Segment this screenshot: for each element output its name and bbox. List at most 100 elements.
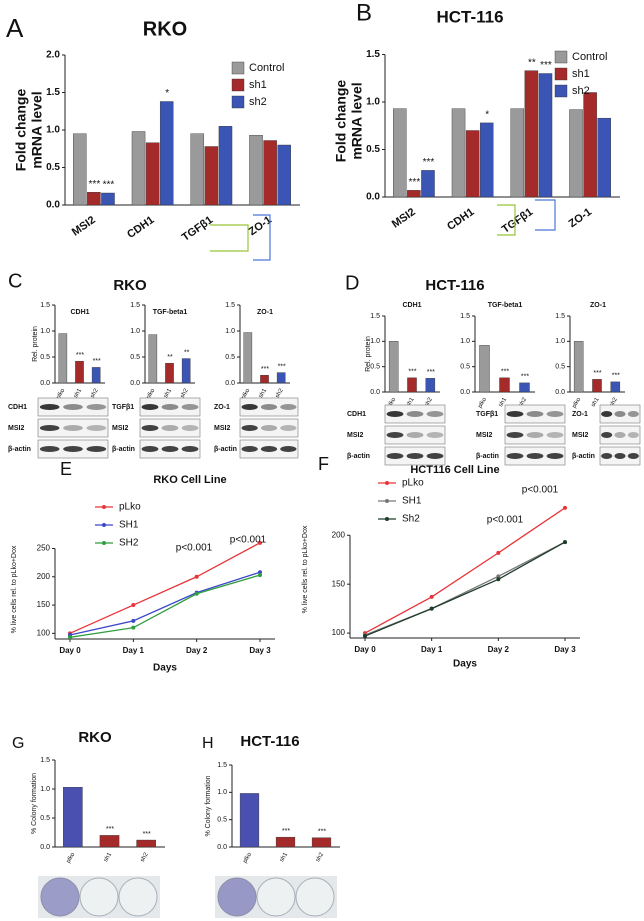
plate [217, 877, 257, 917]
y-axis-label: mRNA level [349, 82, 365, 159]
blot-band [280, 404, 297, 410]
bar [243, 332, 253, 384]
bar [204, 146, 219, 206]
plate [256, 877, 296, 917]
legend-marker [102, 505, 106, 509]
y-axis-label: Fold change [333, 80, 349, 163]
bar [63, 787, 83, 848]
y-tick-label: 200 [332, 530, 346, 539]
point [258, 540, 262, 545]
chart-title: CDH1 [402, 302, 421, 309]
significance-label: ** [167, 354, 173, 361]
bar [592, 379, 602, 393]
x-tick-label: Day 1 [421, 645, 443, 654]
y-tick-label: 0.5 [217, 817, 227, 824]
blot-band [546, 411, 564, 417]
blot-label: MSI2 [214, 425, 230, 432]
bar [276, 372, 286, 384]
blot-band [280, 446, 297, 452]
chart-title: TGF-beta1 [488, 302, 523, 309]
legend-marker [385, 517, 389, 521]
x-tick-label: ZO-1 [567, 206, 594, 230]
significance-label: *** [408, 369, 416, 376]
legend-swatch [554, 67, 568, 81]
legend-label: SH1 [119, 520, 139, 531]
point [194, 574, 199, 579]
legend-label: sh2 [249, 96, 267, 108]
y-tick-label: 250 [37, 544, 51, 553]
x-tick-label: sh1 [591, 396, 601, 408]
bar [136, 839, 156, 848]
y-tick-label: 0.0 [460, 389, 470, 396]
bar [311, 837, 332, 848]
panel-title: HCT-116 [425, 277, 484, 294]
y-tick-label: 1.5 [130, 302, 140, 309]
y-tick-label: 0.0 [225, 380, 235, 387]
blot-band [86, 404, 107, 410]
significance-label: *** [593, 370, 601, 377]
blot-band [260, 425, 278, 431]
y-tick-label: 0.0 [217, 844, 227, 851]
panel-letter: G [12, 735, 24, 752]
x-tick-label: CDH1 [445, 206, 476, 233]
line [69, 542, 261, 634]
blot-band [426, 411, 444, 417]
bar [218, 126, 233, 206]
blot-band [181, 446, 199, 452]
point [258, 573, 262, 578]
blot-label: TGFβ1 [112, 404, 134, 411]
chart-title: RKO Cell Line [153, 474, 226, 486]
blot-band [39, 446, 60, 452]
blot-band [39, 404, 60, 410]
blot-label: MSI2 [572, 432, 588, 439]
y-tick-label: 0.5 [460, 364, 470, 371]
blot-label: β-actin [347, 453, 370, 460]
legend-label: pLko [402, 478, 424, 489]
y-axis-label: Rel. protein [365, 336, 372, 372]
x-tick-label: Day 3 [554, 645, 576, 654]
x-tick-label: TGFβ1 [180, 214, 215, 244]
blot-label: ZO-1 [572, 411, 588, 418]
legend-marker [102, 523, 106, 527]
annotation: p<0.001 [176, 543, 213, 554]
bar [451, 108, 466, 198]
significance-label: *** [278, 363, 286, 370]
y-tick-label: 1.0 [555, 338, 565, 345]
blot-band [241, 404, 258, 410]
legend-label: pLko [119, 502, 141, 513]
bar [583, 92, 597, 198]
bar [165, 363, 174, 384]
y-tick-label: 150 [37, 600, 51, 609]
point [194, 591, 199, 596]
y-tick-label: 0.0 [130, 380, 140, 387]
bar [275, 836, 296, 848]
y-tick-label: 1.5 [225, 302, 235, 309]
blot-band [161, 425, 179, 431]
blot-band [39, 425, 60, 431]
panel-letter: H [202, 735, 214, 752]
legend-swatch [231, 61, 245, 75]
blot-band [546, 432, 564, 438]
legend-label: Control [249, 62, 284, 74]
blot-band [161, 404, 179, 410]
y-tick-label: 1.0 [40, 786, 50, 793]
significance-label: *** [318, 829, 326, 836]
y-tick-label: 2.0 [46, 50, 60, 61]
legend-label: sh1 [572, 68, 590, 80]
bar [145, 142, 160, 206]
y-tick-label: 1.0 [460, 338, 470, 345]
bar [190, 133, 205, 206]
bracket [497, 204, 516, 236]
significance-label: *** [89, 179, 101, 190]
blot-label: ZO-1 [214, 404, 230, 411]
blot-band [386, 432, 404, 438]
y-tick-label: 0.5 [225, 354, 235, 361]
significance-label: *** [93, 358, 101, 365]
y-tick-label: 1.0 [217, 789, 227, 796]
x-tick-label: sh2 [275, 387, 285, 399]
blot-label: CDH1 [8, 404, 27, 411]
legend-marker [385, 499, 389, 503]
x-tick-label: sh2 [315, 851, 325, 863]
x-tick-label: sh1 [73, 387, 83, 399]
legend-label: Control [572, 51, 607, 63]
